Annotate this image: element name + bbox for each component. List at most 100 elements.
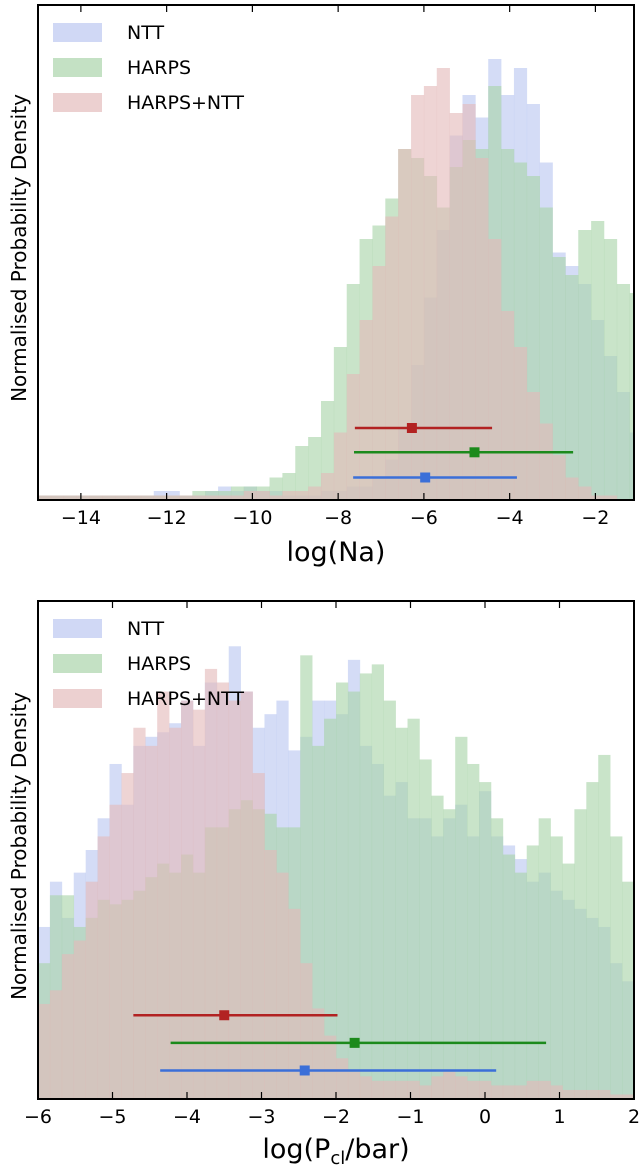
histogram-bar [240,691,253,1099]
x-tick-label: −14 [61,507,101,529]
histogram-bar [562,1089,575,1099]
x-axis-label-subscript: cl [330,1148,345,1169]
histogram-bar [526,392,540,500]
histogram-bar [38,495,52,500]
histogram-bar [372,266,386,500]
histogram-bar [76,495,90,500]
histogram-bar [538,1080,551,1099]
histogram-bar [179,495,193,500]
histogram-bar [140,495,155,500]
histogram-bar [128,495,142,500]
histogram-bar [192,709,206,1099]
histogram-bar [73,940,86,1099]
histogram-bar [115,495,129,500]
histogram-bar [308,437,322,500]
histogram-bar [269,495,283,500]
histogram-bar [300,963,313,1099]
histogram-bar [502,1085,516,1099]
na-abundance-panel: Normalised Probability Density log(Na) −… [7,4,635,568]
histogram-bar [488,239,502,500]
axes-frame [37,4,635,501]
histogram-bar [455,736,468,1099]
histogram-bar [603,495,618,500]
histogram-bar [256,491,270,500]
x-tick-label: −4 [496,507,524,529]
histogram-bar [552,455,566,500]
histogram-bar [526,845,539,1099]
histogram-bar [169,727,182,1099]
x-tick-label: −5 [98,1106,126,1128]
histogram-bar [449,113,463,500]
histogram-bar [610,836,623,1099]
histogram-bar [346,374,360,500]
x-tick-label: −4 [173,1106,201,1128]
histogram-bar [502,854,516,1099]
y-axis-label: Normalised Probability Density [7,94,31,402]
legend-swatch [53,619,102,638]
histogram-bar [383,700,396,1099]
legend-swatch [53,93,102,112]
error-bar-harps-ntt [133,1010,338,1021]
histogram-bar [336,682,349,1099]
histogram-bar [102,495,116,500]
histogram-bar [490,818,504,1099]
histogram-bar [371,664,384,1099]
histogram-bar [50,495,65,500]
histogram-bar [333,432,348,500]
histogram-bar [407,1080,420,1099]
histogram-bar [121,773,134,1099]
histogram-bar [622,1094,634,1099]
histogram-bar [295,491,309,500]
error-bar-marker [406,423,417,433]
histogram-bar [243,491,257,500]
histogram-bar [598,1089,611,1099]
histogram-bar [586,782,599,1099]
histogram-bar [574,809,587,1099]
histogram-bar [526,1080,539,1099]
histogram-bar [552,257,566,500]
series-harps-ntt [38,668,634,1099]
histogram-bar [295,446,309,500]
legend: NTT HARPS HARPS+NTT [53,618,244,710]
x-axis-label-tail: /bar) [345,1134,409,1165]
histogram-bar [431,795,444,1099]
error-bar-harps [354,447,574,458]
x-tick-label: −2 [581,507,609,529]
histogram-bar [192,495,206,500]
legend-label: HARPS [127,653,191,675]
legend-label: NTT [127,618,164,640]
histogram-bar [218,495,232,500]
histogram-bar [443,1071,456,1099]
x-axis-label-main: log(P [262,1134,330,1165]
histogram-bar [204,668,218,1099]
histogram-bar [181,700,194,1099]
histogram-bar [308,486,322,500]
error-bar-marker [420,472,431,483]
histogram-bar [562,863,575,1099]
error-bar-marker [219,1010,230,1021]
x-tick-label: −10 [232,507,272,529]
histogram-bar [61,954,75,1099]
plot-area [38,646,634,1099]
histogram-bar [324,1035,337,1099]
histogram-bar [395,1080,408,1099]
histogram-bar [385,216,399,500]
histogram-bar [359,1076,373,1099]
x-tick-label: 2 [628,1106,640,1128]
histogram-bar [539,423,553,500]
legend-swatch [53,58,102,77]
histogram-bar [264,850,277,1099]
histogram-bar [347,691,361,1099]
histogram-bar [205,495,219,500]
error-bar-marker [469,447,480,458]
histogram-bar [166,495,180,500]
x-tick-label: −2 [322,1106,350,1128]
histogram-bar [443,809,456,1099]
error-bar-harps [170,1037,547,1048]
histogram-bar [38,1003,51,1099]
histogram-bar [578,230,592,500]
x-tick-label: −12 [147,507,187,529]
histogram-bar [269,477,283,500]
x-tick-label: −6 [410,507,438,529]
x-tick-label: −3 [247,1106,275,1128]
